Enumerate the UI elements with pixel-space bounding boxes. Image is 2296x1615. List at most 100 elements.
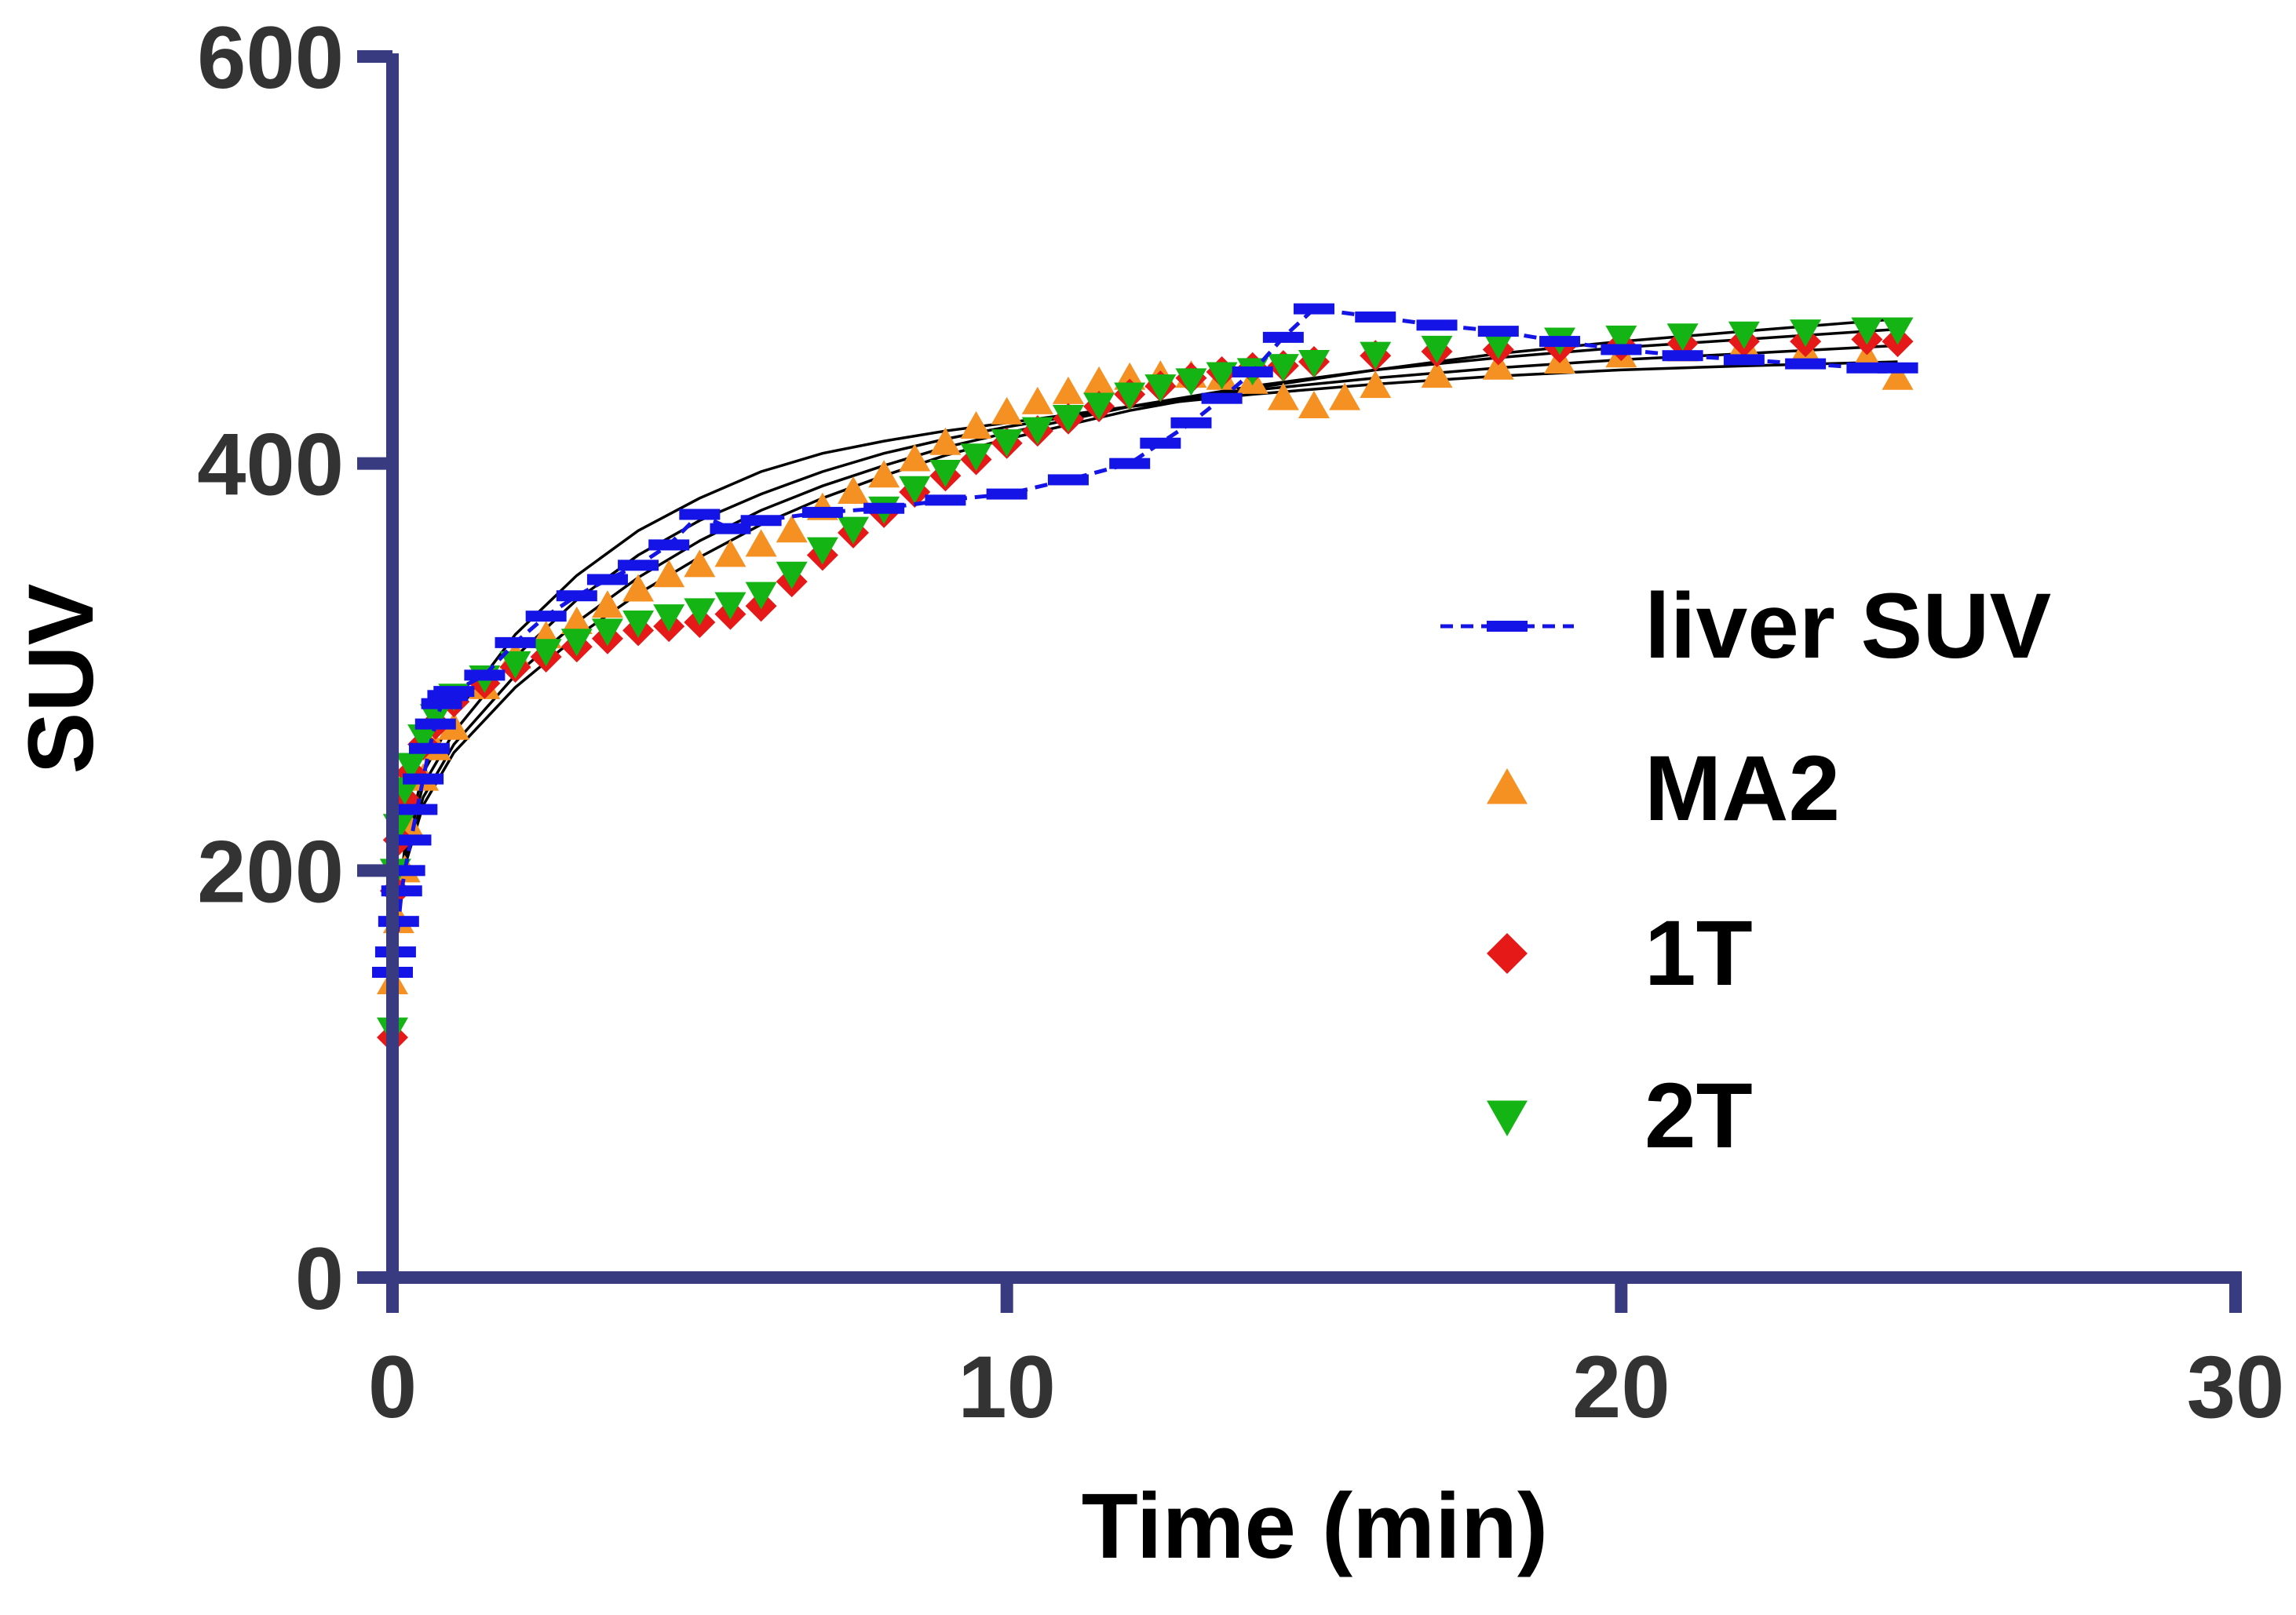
data-point (1170, 417, 1212, 428)
data-point (899, 443, 931, 472)
data-point (407, 724, 440, 753)
data-point (1083, 392, 1115, 421)
data-point (684, 549, 716, 578)
data-point (1421, 335, 1453, 363)
y-tick-label: 400 (197, 416, 344, 514)
data-point (1882, 317, 1914, 345)
data-point (1882, 362, 1914, 390)
legend-marker (1487, 768, 1528, 804)
data-point (403, 773, 444, 785)
data-point (801, 506, 843, 518)
data-point (414, 718, 456, 730)
data-point (1262, 331, 1304, 343)
data-point (396, 804, 438, 815)
data-point (868, 460, 900, 488)
fit-curve-2 (391, 344, 1898, 973)
legend: liver SUV MA2 1T 2T (1440, 574, 2051, 1168)
data-point (806, 537, 838, 565)
legend-label: liver SUV (1644, 574, 2051, 678)
data-point (1601, 344, 1642, 355)
data-point (1052, 376, 1084, 404)
data-point (390, 834, 432, 846)
data-point (1539, 336, 1581, 348)
legend-label: 2T (1644, 1064, 1753, 1168)
data-point (648, 539, 690, 551)
data-point (1723, 354, 1765, 366)
data-point (1140, 437, 1181, 449)
data-point (1846, 362, 1888, 374)
data-point (653, 604, 685, 633)
data-point (776, 561, 808, 589)
data-point (1298, 391, 1330, 419)
data-point (838, 476, 869, 504)
data-point (464, 669, 506, 681)
data-point (1482, 331, 1514, 359)
y-tick-label: 600 (197, 9, 344, 107)
legend-label: 1T (1644, 902, 1753, 1005)
data-point (929, 460, 962, 488)
data-point (1785, 358, 1827, 370)
data-point (745, 581, 777, 610)
data-point (1421, 360, 1453, 388)
legend-label: MA2 (1644, 737, 1840, 840)
data-point (1144, 374, 1177, 403)
data-point (710, 523, 751, 534)
data-point (1360, 341, 1392, 370)
data-point (863, 502, 905, 514)
data-point (622, 574, 655, 602)
data-point (1206, 362, 1238, 390)
x-tick-label: 0 (368, 1338, 417, 1436)
data-point (991, 429, 1023, 458)
data-point (560, 629, 593, 657)
legend-entry-1t: 1T (1487, 902, 1753, 1005)
y-tick-label: 200 (197, 822, 344, 921)
data-point (1232, 366, 1273, 377)
x-axis-title: Time (min) (1082, 1475, 1548, 1578)
data-point (1021, 386, 1053, 414)
legend-marker (1487, 1100, 1528, 1136)
data-point (1851, 317, 1883, 345)
data-point (1267, 382, 1299, 410)
data-point (1175, 368, 1207, 396)
legend-entry-liver-suv: liver SUV (1440, 574, 2051, 678)
data-point (1416, 319, 1458, 331)
data-point (1728, 321, 1760, 349)
x-tick-label: 10 (958, 1338, 1056, 1436)
data-point (1666, 323, 1699, 352)
data-point (1298, 350, 1330, 377)
data-point (1790, 319, 1822, 348)
data-point (679, 509, 721, 520)
data-point (960, 410, 992, 439)
data-point (1360, 370, 1392, 399)
data-point (560, 606, 593, 634)
data-point (1047, 474, 1089, 486)
data-point (684, 598, 716, 626)
x-tick-label: 30 (2187, 1338, 2285, 1436)
data-point (929, 427, 962, 455)
data-point (1329, 382, 1361, 410)
data-point (1877, 362, 1918, 374)
data-point (714, 592, 746, 620)
x-tick-label: 20 (1572, 1338, 1670, 1436)
data-point (838, 516, 869, 545)
data-point (408, 742, 450, 754)
data-point (991, 396, 1023, 425)
data-series (372, 303, 1918, 1053)
data-point (1482, 352, 1514, 380)
data-point (556, 590, 597, 602)
data-point (714, 539, 746, 567)
axes: 0 200 400 600 0 10 20 30 (197, 9, 2284, 1436)
y-tick-label: 0 (295, 1230, 344, 1328)
data-point (622, 610, 655, 638)
data-point (776, 515, 808, 543)
data-point (740, 515, 782, 527)
data-point (925, 494, 966, 506)
data-point (591, 618, 623, 647)
data-point (530, 639, 562, 667)
data-point (1114, 382, 1146, 410)
data-point (960, 443, 992, 472)
data-point (1477, 326, 1519, 337)
data-point (1052, 405, 1084, 433)
